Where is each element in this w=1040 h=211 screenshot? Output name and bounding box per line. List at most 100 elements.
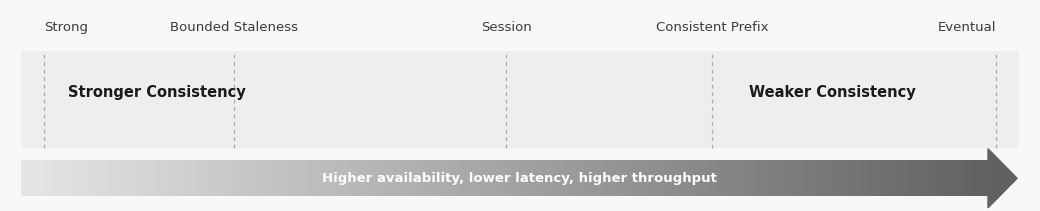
Bar [954,160,957,196]
Bar [316,160,318,196]
Bar [165,160,168,196]
Bar [514,160,517,196]
Text: Higher availability, lower latency, higher throughput: Higher availability, lower latency, high… [321,172,717,185]
Bar [33,160,35,196]
Bar [76,160,79,196]
Bar [521,160,524,196]
Bar [437,160,440,196]
Bar [971,160,974,196]
Bar [234,160,236,196]
Bar [822,160,824,196]
Bar [541,160,544,196]
Bar [986,160,988,196]
Bar [664,160,667,196]
Bar [565,160,568,196]
Bar [742,160,745,196]
Bar [400,160,404,196]
Bar [492,160,495,196]
Bar [241,160,243,196]
Bar [420,160,422,196]
Bar [83,160,86,196]
Bar [614,160,616,196]
Bar [608,160,612,196]
Bar [930,160,933,196]
Bar [850,160,853,196]
Bar [506,160,510,196]
Bar [457,160,459,196]
Bar [280,160,283,196]
Text: Consistent Prefix: Consistent Prefix [656,21,769,34]
Bar [635,160,638,196]
Bar [442,160,444,196]
Bar [373,160,376,196]
Bar [362,160,365,196]
Bar [309,160,312,196]
Bar [413,160,415,196]
Bar [763,160,766,196]
Bar [534,160,537,196]
Bar [879,160,882,196]
Bar [444,160,447,196]
Bar [877,160,880,196]
Bar [950,160,953,196]
Bar [842,160,846,196]
Bar [393,160,396,196]
Bar [402,160,406,196]
Bar [231,160,234,196]
Bar [809,160,812,196]
Bar [700,160,703,196]
Bar [180,160,183,196]
Bar [753,160,756,196]
Bar [398,160,401,196]
Bar [449,160,451,196]
Bar [572,160,575,196]
Bar [751,160,754,196]
Bar [287,160,290,196]
Bar [807,160,809,196]
Bar [156,160,159,196]
Bar [872,160,875,196]
Bar [693,160,696,196]
Bar [347,160,350,196]
Bar [671,160,674,196]
Bar [477,160,480,196]
Bar [577,160,580,196]
Bar [289,160,292,196]
Bar [659,160,662,196]
Bar [249,160,251,196]
Bar [816,160,820,196]
Bar [388,160,391,196]
Bar [137,160,139,196]
Bar [313,160,316,196]
Bar [625,160,628,196]
Bar [74,160,77,196]
Bar [439,160,442,196]
Bar [773,160,776,196]
Bar [846,160,849,196]
Bar [267,160,270,196]
Bar [610,160,614,196]
Bar [139,160,142,196]
Bar [811,160,814,196]
Bar [391,160,394,196]
Bar [725,160,727,196]
Bar [459,160,462,196]
Text: Stronger Consistency: Stronger Consistency [68,85,245,100]
Bar [499,160,502,196]
Bar [667,160,670,196]
Bar [553,160,555,196]
Bar [183,160,186,196]
Bar [705,160,708,196]
Bar [357,160,360,196]
Bar [127,160,130,196]
Text: Strong: Strong [44,21,87,34]
Bar [703,160,705,196]
Bar [263,160,265,196]
Bar [495,160,498,196]
Bar [147,160,150,196]
Bar [630,160,633,196]
Bar [714,160,718,196]
Bar [21,160,24,196]
Bar [342,160,345,196]
Bar [463,160,466,196]
